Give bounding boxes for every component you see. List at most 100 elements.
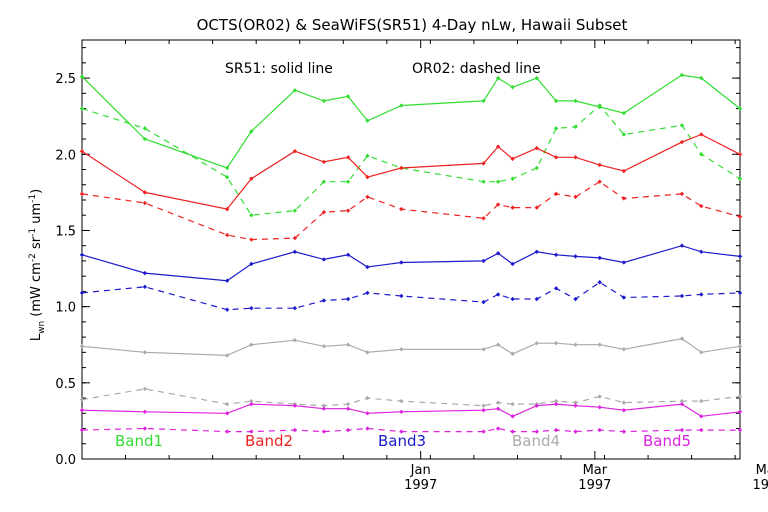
data-point <box>597 394 602 399</box>
data-point <box>249 237 254 242</box>
data-point <box>621 110 627 116</box>
data-point <box>699 249 704 254</box>
data-point <box>621 400 627 405</box>
data-point <box>573 98 578 104</box>
data-point <box>621 429 627 434</box>
data-point <box>495 292 501 297</box>
data-point <box>621 132 627 137</box>
data-point <box>142 386 148 392</box>
data-point <box>142 426 148 431</box>
data-point <box>534 145 539 151</box>
series-layer <box>79 72 743 434</box>
data-point <box>224 165 230 171</box>
data-point <box>737 106 743 111</box>
data-point <box>249 213 254 218</box>
data-point <box>365 264 370 270</box>
data-point <box>481 403 486 408</box>
data-point <box>495 406 501 411</box>
data-point <box>321 209 327 215</box>
y-tick-label: 0.0 <box>55 453 76 468</box>
data-point <box>79 252 85 258</box>
data-point <box>481 429 486 434</box>
series-line <box>81 133 741 210</box>
x-tick-month: Mar <box>583 463 608 478</box>
data-point <box>573 342 578 347</box>
data-point <box>249 261 254 267</box>
data-point <box>679 401 685 407</box>
data-point <box>699 398 704 404</box>
data-point <box>365 290 370 296</box>
data-point <box>495 426 501 431</box>
data-point <box>573 429 578 434</box>
data-point <box>79 427 85 433</box>
ylabel-exp-1: -2 <box>28 253 38 262</box>
y-axis: 0.0 0.5 1.0 1.5 2.0 2.5 <box>55 47 740 468</box>
series-band1-sr51 <box>79 72 743 171</box>
band-label: Band2 <box>245 432 293 450</box>
ylabel-subscript: wn <box>37 321 47 334</box>
data-point <box>495 179 501 184</box>
data-point <box>510 156 515 162</box>
data-point <box>534 403 539 408</box>
data-point <box>737 290 743 296</box>
data-point <box>699 414 704 419</box>
data-point <box>399 409 404 414</box>
ylabel-units: (mW cm <box>29 262 44 317</box>
data-point <box>699 75 704 81</box>
data-point <box>737 427 743 433</box>
data-point <box>345 427 351 433</box>
data-point <box>321 159 327 165</box>
data-point <box>345 94 351 99</box>
series-line <box>81 281 741 311</box>
ylabel-exp-3: -1 <box>28 194 38 203</box>
svg-text:Lwn (mW cm-2 sr-1 um-1): Lwn (mW cm-2 sr-1 um-1) <box>28 189 47 341</box>
data-point <box>597 179 602 184</box>
data-point <box>399 260 404 265</box>
ylabel-units-3: um <box>29 203 44 224</box>
data-point <box>142 136 148 142</box>
data-point <box>142 270 148 276</box>
data-point <box>679 123 685 128</box>
data-point <box>365 194 370 200</box>
data-point <box>621 260 627 265</box>
data-point <box>365 174 370 180</box>
data-point <box>345 179 351 184</box>
data-point <box>737 176 743 181</box>
annotation-dashed: OR02: dashed line <box>412 61 541 77</box>
data-point <box>597 404 602 410</box>
data-point <box>481 299 486 305</box>
data-point <box>621 347 627 352</box>
data-point <box>553 401 559 407</box>
data-point <box>534 429 539 434</box>
data-point <box>597 342 602 347</box>
data-point <box>142 409 148 414</box>
data-point <box>510 414 515 419</box>
data-point <box>292 249 298 254</box>
data-point <box>481 216 486 221</box>
data-point <box>597 255 602 261</box>
data-point <box>224 353 230 358</box>
data-point <box>553 341 559 346</box>
data-point <box>553 286 559 291</box>
data-point <box>321 344 327 349</box>
data-point <box>573 400 578 405</box>
series-band3-or02 <box>79 280 743 312</box>
data-point <box>510 296 515 302</box>
data-point <box>553 155 559 160</box>
data-point <box>481 161 486 166</box>
data-point <box>495 144 501 149</box>
data-point <box>399 347 404 352</box>
data-point <box>597 103 602 108</box>
ylabel-symbol: L <box>29 333 44 341</box>
data-point <box>321 98 327 104</box>
band-label: Band1 <box>115 432 163 450</box>
series-band1-or02 <box>79 103 743 218</box>
y-axis-label: Lwn (mW cm-2 sr-1 um-1) <box>28 189 47 341</box>
data-point <box>249 342 254 347</box>
data-point <box>597 280 602 285</box>
data-point <box>481 98 486 104</box>
data-point <box>699 350 704 355</box>
chart-title: OCTS(OR02) & SeaWiFS(SR51) 4-Day nLw, Ha… <box>197 16 628 34</box>
data-point <box>224 307 230 312</box>
